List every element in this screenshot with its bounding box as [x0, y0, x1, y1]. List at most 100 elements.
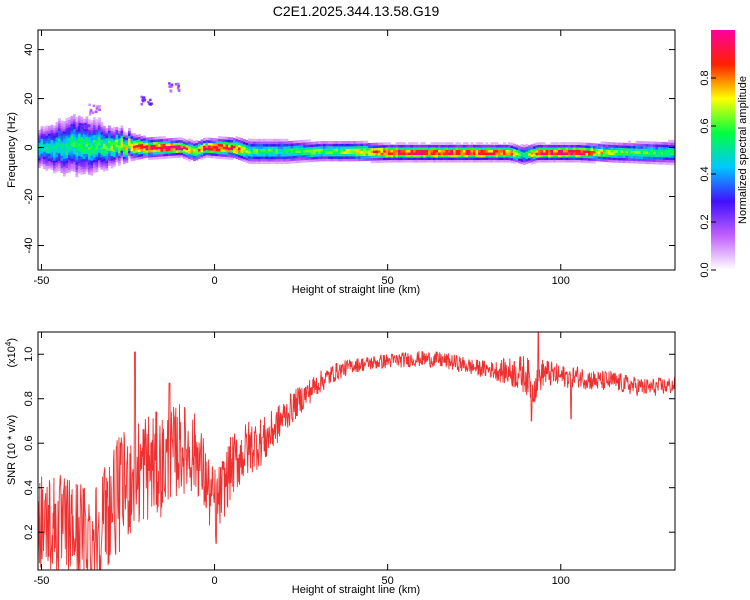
- heatmap-cell: [68, 137, 71, 140]
- heatmap-cell: [225, 146, 229, 150]
- heatmap-cell: [228, 137, 231, 140]
- heatmap-cell: [93, 134, 96, 138]
- heatmap-cell: [190, 152, 194, 155]
- heatmap-cell: [325, 141, 329, 144]
- heatmap-cell: [460, 147, 464, 150]
- heatmap-cell: [88, 169, 91, 173]
- heatmap-cell: [105, 127, 109, 131]
- heatmap-cell: [440, 147, 444, 150]
- heatmap-cell: [53, 150, 56, 154]
- heatmap-cell: [91, 111, 95, 115]
- heatmap-cell: [75, 139, 79, 143]
- heatmap-cell: [108, 155, 111, 159]
- heatmap-cell: [255, 141, 259, 145]
- heatmap-cell: [478, 152, 481, 155]
- heatmap-cell: [673, 162, 675, 166]
- heatmap-cell: [210, 142, 214, 146]
- heatmap-cell: [313, 151, 316, 155]
- heatmap-cell: [220, 138, 224, 142]
- heatmap-cell: [663, 159, 666, 163]
- heatmap-cell: [363, 143, 366, 146]
- heatmap-cell: [545, 144, 549, 148]
- heatmap-cell: [493, 147, 496, 150]
- heatmap-cell: [225, 139, 229, 143]
- heatmap-cell: [348, 156, 351, 159]
- heatmap-cell: [500, 157, 504, 160]
- heatmap-cell: [183, 143, 186, 147]
- heatmap-cell: [240, 155, 244, 159]
- heatmap-cell: [640, 156, 644, 159]
- heatmap-cell: [535, 150, 539, 153]
- heatmap-cell: [650, 151, 654, 155]
- heatmap-cell: [330, 146, 334, 149]
- heatmap-cell: [270, 138, 274, 142]
- heatmap-cell: [95, 166, 99, 170]
- heatmap-cell: [420, 149, 424, 153]
- heatmap-cell: [418, 154, 421, 158]
- heatmap-cell: [415, 144, 419, 148]
- heatmap-cell: [70, 150, 74, 154]
- heatmap-cell: [433, 159, 436, 163]
- x-tick-label: -50: [34, 575, 50, 587]
- heatmap-cell: [83, 158, 86, 162]
- heatmap-cell: [623, 157, 626, 161]
- heatmap-cell: [303, 152, 306, 156]
- heatmap-cell: [360, 143, 364, 147]
- heatmap-cell: [595, 143, 599, 147]
- heatmap-cell: [635, 143, 639, 147]
- heatmap-cell: [283, 146, 286, 150]
- heatmap-cell: [373, 147, 376, 151]
- heatmap-cell: [140, 141, 144, 144]
- heatmap-cell: [158, 151, 161, 155]
- heatmap-cell: [123, 161, 126, 165]
- heatmap-cell: [145, 137, 149, 141]
- heatmap-cell: [558, 152, 561, 155]
- heatmap-cell: [85, 143, 89, 147]
- heatmap-cell: [393, 154, 396, 158]
- heatmap-cell: [333, 146, 336, 149]
- heatmap-cell: [455, 142, 459, 145]
- heatmap-cell: [628, 145, 631, 149]
- heatmap-cell: [173, 145, 176, 149]
- heatmap-cell: [138, 144, 141, 147]
- heatmap-cell: [178, 147, 181, 151]
- heatmap-cell: [165, 138, 169, 142]
- heatmap-cell: [270, 158, 274, 162]
- heatmap-cell: [598, 148, 601, 152]
- heatmap-cell: [55, 122, 59, 125]
- heatmap-cell: [418, 149, 421, 153]
- heatmap-cell: [513, 151, 516, 154]
- heatmap-cell: [663, 154, 666, 158]
- heatmap-cell: [605, 154, 609, 158]
- heatmap-cell: [168, 150, 171, 154]
- heatmap-cell: [38, 142, 41, 146]
- heatmap-cell: [208, 152, 211, 156]
- heatmap-cell: [500, 154, 504, 158]
- heatmap-cell: [348, 151, 351, 154]
- x-tick-label: 100: [552, 275, 570, 287]
- heatmap-cell: [225, 149, 229, 153]
- heatmap-cell: [440, 157, 444, 160]
- heatmap-cell: [210, 137, 214, 141]
- heatmap-cell: [310, 156, 314, 160]
- heatmap-cell: [645, 151, 649, 155]
- heatmap-cell: [433, 144, 436, 148]
- heatmap-cell: [488, 154, 491, 158]
- heatmap-cell: [475, 149, 479, 153]
- heatmap-cell: [550, 154, 554, 158]
- heatmap-cell: [645, 158, 649, 162]
- heatmap-cell: [475, 144, 479, 148]
- heatmap-cell: [48, 138, 51, 142]
- heatmap-cell: [338, 148, 341, 152]
- heatmap-cell: [660, 141, 664, 145]
- heatmap-cell: [425, 159, 429, 163]
- heatmap-cell: [523, 147, 526, 150]
- heatmap-cell: [335, 151, 339, 154]
- heatmap-cell: [108, 157, 111, 161]
- heatmap-cell: [115, 132, 119, 135]
- heatmap-cell: [568, 142, 571, 145]
- heatmap-cell: [48, 133, 51, 137]
- heatmap-cell: [133, 147, 136, 151]
- heatmap-cell: [143, 140, 146, 144]
- heatmap-cell: [298, 147, 301, 151]
